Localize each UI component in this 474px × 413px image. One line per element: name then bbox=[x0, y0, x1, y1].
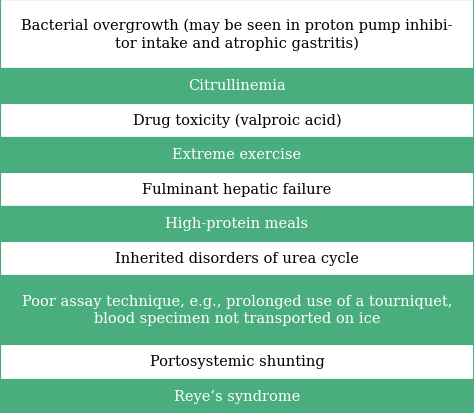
Text: Portosystemic shunting: Portosystemic shunting bbox=[150, 354, 324, 368]
Text: High-protein meals: High-protein meals bbox=[165, 217, 309, 231]
Bar bbox=[0, 344, 474, 379]
Bar bbox=[0, 379, 474, 413]
Bar bbox=[0, 206, 474, 241]
Bar bbox=[0, 69, 474, 103]
Text: Fulminant hepatic failure: Fulminant hepatic failure bbox=[142, 182, 332, 196]
Text: Poor assay technique, e.g., prolonged use of a tourniquet,
blood specimen not tr: Poor assay technique, e.g., prolonged us… bbox=[22, 294, 452, 325]
Bar bbox=[0, 172, 474, 206]
Text: Reye’s syndrome: Reye’s syndrome bbox=[174, 389, 300, 403]
Text: Inherited disorders of urea cycle: Inherited disorders of urea cycle bbox=[115, 251, 359, 265]
Text: Bacterial overgrowth (may be seen in proton pump inhibi-
tor intake and atrophic: Bacterial overgrowth (may be seen in pro… bbox=[21, 18, 453, 51]
Text: Extreme exercise: Extreme exercise bbox=[173, 148, 301, 162]
Bar bbox=[0, 103, 474, 138]
Bar bbox=[0, 275, 474, 344]
Bar bbox=[0, 241, 474, 275]
Text: Drug toxicity (valproic acid): Drug toxicity (valproic acid) bbox=[133, 113, 341, 128]
Bar bbox=[0, 0, 474, 69]
Bar bbox=[0, 138, 474, 172]
Text: Citrullinemia: Citrullinemia bbox=[188, 79, 286, 93]
